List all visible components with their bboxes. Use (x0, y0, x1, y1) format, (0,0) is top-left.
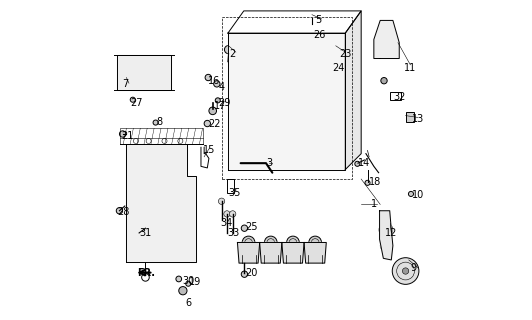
Text: 16: 16 (208, 76, 221, 86)
Bar (227, 179, 234, 193)
Ellipse shape (237, 134, 254, 151)
Text: 4: 4 (219, 82, 225, 92)
Text: 30: 30 (182, 276, 194, 285)
Text: 34: 34 (220, 219, 232, 228)
Polygon shape (117, 55, 171, 90)
Circle shape (120, 131, 126, 137)
Circle shape (205, 74, 211, 81)
Text: 1: 1 (371, 199, 377, 209)
Polygon shape (282, 243, 304, 263)
Ellipse shape (284, 134, 302, 151)
Ellipse shape (264, 236, 277, 249)
Text: 19: 19 (189, 277, 202, 287)
Circle shape (229, 211, 236, 217)
Text: 5: 5 (315, 15, 321, 25)
Circle shape (179, 287, 187, 295)
Polygon shape (374, 20, 399, 59)
Text: 6: 6 (185, 298, 191, 308)
Text: 8: 8 (156, 117, 163, 127)
Ellipse shape (234, 77, 256, 103)
Ellipse shape (242, 17, 260, 27)
Text: 35: 35 (229, 188, 241, 198)
Circle shape (409, 191, 413, 196)
Circle shape (186, 281, 191, 286)
Circle shape (307, 24, 313, 30)
Circle shape (176, 276, 181, 282)
Polygon shape (127, 144, 196, 261)
Polygon shape (345, 11, 361, 170)
Text: 32: 32 (393, 92, 405, 101)
Circle shape (241, 271, 247, 277)
Circle shape (130, 97, 135, 102)
Text: 15: 15 (203, 146, 215, 156)
Text: 3: 3 (266, 158, 272, 168)
Text: 33: 33 (227, 228, 239, 238)
Text: 31: 31 (139, 228, 152, 238)
Ellipse shape (313, 17, 330, 27)
Circle shape (402, 268, 409, 274)
Circle shape (215, 98, 220, 103)
Circle shape (214, 81, 220, 87)
Text: 29: 29 (219, 98, 231, 108)
Text: 14: 14 (358, 158, 370, 168)
Ellipse shape (306, 77, 328, 103)
Bar (390, 92, 401, 100)
Circle shape (224, 211, 230, 217)
Ellipse shape (308, 134, 326, 151)
Text: 11: 11 (404, 63, 416, 73)
Polygon shape (228, 11, 361, 33)
Polygon shape (237, 243, 260, 263)
Circle shape (241, 225, 247, 231)
Ellipse shape (289, 17, 307, 27)
Circle shape (309, 12, 315, 18)
Text: FR.: FR. (138, 268, 155, 278)
Text: 18: 18 (369, 177, 381, 187)
Circle shape (365, 180, 370, 185)
Polygon shape (228, 33, 345, 170)
Ellipse shape (260, 134, 278, 151)
Circle shape (326, 57, 332, 63)
Circle shape (153, 120, 158, 125)
Circle shape (117, 208, 122, 214)
Text: 22: 22 (208, 118, 221, 129)
Circle shape (355, 161, 360, 166)
Text: 23: 23 (339, 49, 351, 59)
Text: 17: 17 (214, 101, 226, 111)
Circle shape (219, 198, 225, 204)
Bar (405, 112, 413, 122)
Ellipse shape (242, 236, 255, 249)
Text: 9: 9 (410, 263, 417, 273)
Text: 24: 24 (332, 63, 345, 73)
Text: 20: 20 (245, 268, 258, 278)
Ellipse shape (309, 236, 321, 249)
Polygon shape (304, 243, 326, 263)
Text: 21: 21 (122, 131, 134, 141)
Text: 27: 27 (130, 98, 143, 108)
Text: 12: 12 (385, 228, 397, 238)
Ellipse shape (258, 77, 280, 103)
Circle shape (225, 45, 232, 54)
Text: 25: 25 (245, 222, 258, 232)
Circle shape (209, 107, 217, 115)
Circle shape (381, 77, 387, 84)
Circle shape (135, 230, 142, 237)
Polygon shape (260, 243, 282, 263)
Polygon shape (379, 211, 393, 260)
Text: 13: 13 (412, 114, 424, 124)
Text: 28: 28 (117, 207, 129, 217)
Ellipse shape (287, 236, 300, 249)
Circle shape (204, 120, 211, 127)
Ellipse shape (282, 77, 304, 103)
Circle shape (332, 43, 339, 49)
Circle shape (392, 258, 419, 284)
Text: 7: 7 (122, 79, 129, 89)
Text: 26: 26 (313, 30, 326, 40)
Ellipse shape (265, 17, 284, 27)
Circle shape (142, 274, 149, 281)
Text: 2: 2 (229, 49, 236, 59)
Text: 10: 10 (412, 190, 424, 200)
